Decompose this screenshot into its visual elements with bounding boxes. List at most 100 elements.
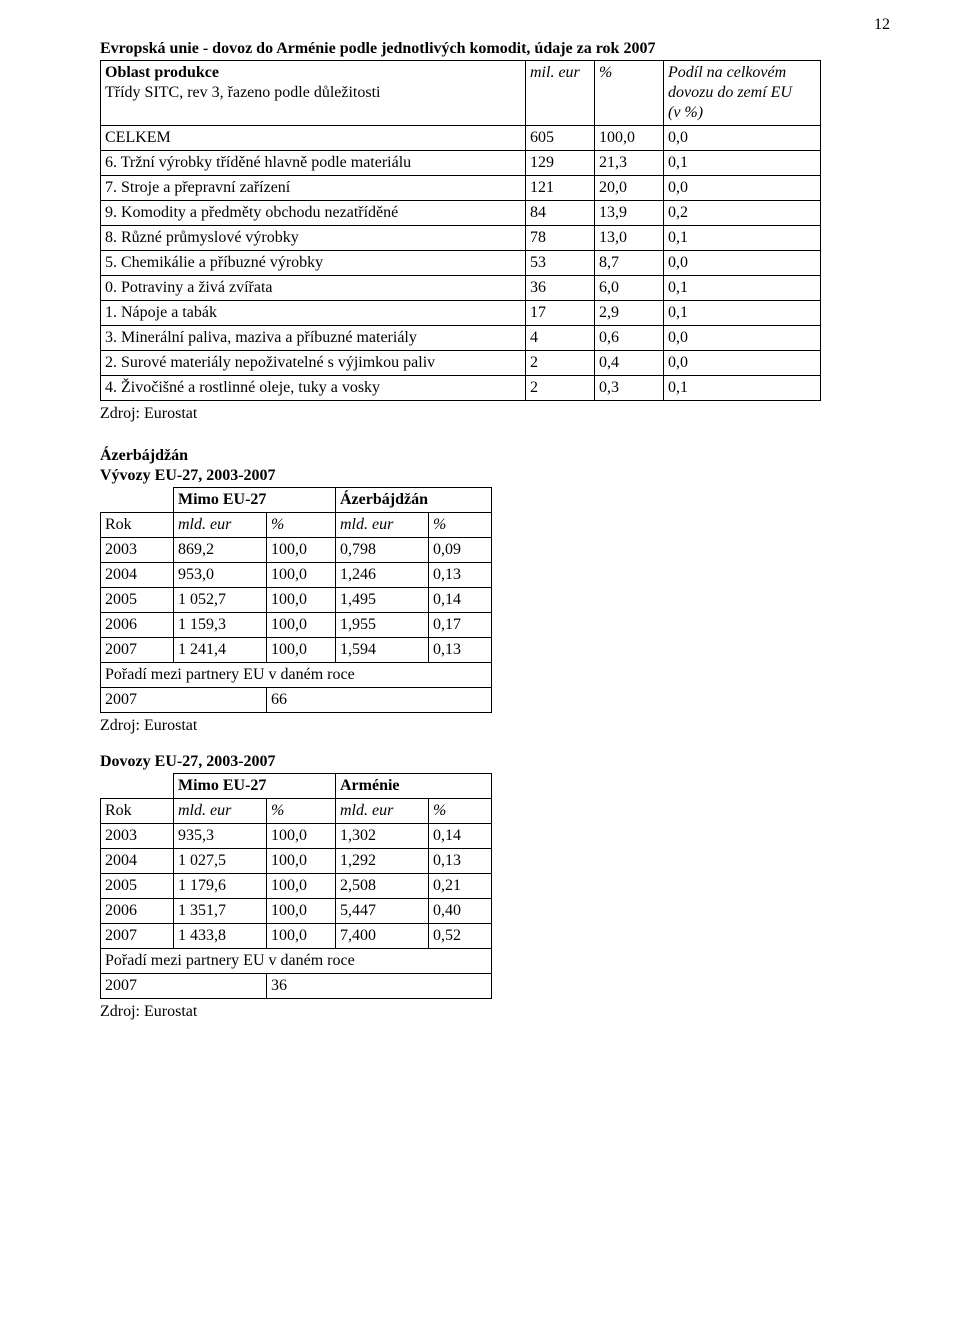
- table3-group-header: Mimo EU-27 Arménie: [101, 774, 492, 799]
- cell-value: 8,7: [595, 251, 664, 276]
- cell-value: 0,0: [664, 176, 821, 201]
- table2-rank-value-row: 2007 66: [101, 688, 492, 713]
- cell-value: 13,0: [595, 226, 664, 251]
- table3-rank-value: 36: [267, 974, 492, 999]
- cell-label: 7. Stroje a přepravní zařízení: [101, 176, 526, 201]
- cell-value: 21,3: [595, 151, 664, 176]
- table1-header-col0-line1: Oblast produkce: [105, 64, 219, 81]
- cell-value: 1,495: [336, 588, 429, 613]
- table1-header-col2: %: [595, 61, 664, 126]
- cell-value: 0,13: [429, 849, 492, 874]
- table1-header-col3: Podíl na celkovém dovozu do zemí EU (v %…: [664, 61, 821, 126]
- table3-unit4: %: [429, 799, 492, 824]
- cell-value: 129: [526, 151, 595, 176]
- table2-unit-header: Rok mld. eur % mld. eur %: [101, 513, 492, 538]
- table-row: 20041 027,5100,01,2920,13: [101, 849, 492, 874]
- cell-value: 2,9: [595, 301, 664, 326]
- cell-value: 1 159,3: [174, 613, 267, 638]
- cell-value: 1 027,5: [174, 849, 267, 874]
- table-row: 2003935,3100,01,3020,14: [101, 824, 492, 849]
- table-row: 7. Stroje a přepravní zařízení12120,00,0: [101, 176, 821, 201]
- table-row: 0. Potraviny a živá zvířata366,00,1: [101, 276, 821, 301]
- cell-value: 0,4: [595, 351, 664, 376]
- table2-unit3: mld. eur: [336, 513, 429, 538]
- cell-label: 3. Minerální paliva, maziva a příbuzné m…: [101, 326, 526, 351]
- cell-value: 0,21: [429, 874, 492, 899]
- table-row: 6. Tržní výrobky tříděné hlavně podle ma…: [101, 151, 821, 176]
- table1-header-col1: mil. eur: [526, 61, 595, 126]
- cell-year: 2005: [101, 874, 174, 899]
- cell-year: 2006: [101, 613, 174, 638]
- table2-rank-value: 66: [267, 688, 492, 713]
- table-row: 2. Surové materiály nepoživatelné s výji…: [101, 351, 821, 376]
- cell-value: 0,2: [664, 201, 821, 226]
- table2-unit4: %: [429, 513, 492, 538]
- cell-value: 100,0: [267, 563, 336, 588]
- table3-unit-header: Rok mld. eur % mld. eur %: [101, 799, 492, 824]
- cell-value: 84: [526, 201, 595, 226]
- cell-year: 2004: [101, 563, 174, 588]
- cell-value: 869,2: [174, 538, 267, 563]
- cell-value: 78: [526, 226, 595, 251]
- table1-header-row: Oblast produkce Třídy SITC, rev 3, řazen…: [101, 61, 821, 126]
- table3-group1: Mimo EU-27: [174, 774, 336, 799]
- table3-rank-label: Pořadí mezi partnery EU v daném roce: [101, 949, 492, 974]
- table2-rank-label: Pořadí mezi partnery EU v daném roce: [101, 663, 492, 688]
- cell-label: 5. Chemikálie a příbuzné výrobky: [101, 251, 526, 276]
- table2-row-label: Rok: [101, 513, 174, 538]
- table3-unit2: %: [267, 799, 336, 824]
- cell-value: 605: [526, 126, 595, 151]
- cell-value: 1 052,7: [174, 588, 267, 613]
- cell-value: 953,0: [174, 563, 267, 588]
- cell-value: 6,0: [595, 276, 664, 301]
- section2-subheading: Vývozy EU-27, 2003-2007: [100, 467, 890, 485]
- table-row: 20071 241,4100,01,5940,13: [101, 638, 492, 663]
- cell-year: 2003: [101, 824, 174, 849]
- cell-value: 100,0: [267, 874, 336, 899]
- table2-unit2: %: [267, 513, 336, 538]
- table2-group-header: Mimo EU-27 Ázerbájdžán: [101, 488, 492, 513]
- section2-heading: Ázerbájdžán: [100, 447, 890, 465]
- cell-value: 0,1: [664, 276, 821, 301]
- cell-year: 2003: [101, 538, 174, 563]
- table-row: 9. Komodity a předměty obchodu nezatřídě…: [101, 201, 821, 226]
- table1: Oblast produkce Třídy SITC, rev 3, řazen…: [100, 60, 821, 401]
- cell-value: 1 433,8: [174, 924, 267, 949]
- cell-value: 0,52: [429, 924, 492, 949]
- cell-value: 0,0: [664, 326, 821, 351]
- table-row: 2003869,2100,00,7980,09: [101, 538, 492, 563]
- table-row: CELKEM605100,00,0: [101, 126, 821, 151]
- cell-value: 4: [526, 326, 595, 351]
- cell-label: 0. Potraviny a živá zvířata: [101, 276, 526, 301]
- table-row: 20051 052,7100,01,4950,14: [101, 588, 492, 613]
- table2: Mimo EU-27 Ázerbájdžán Rok mld. eur % ml…: [100, 487, 492, 713]
- table3-rank-label-row: Pořadí mezi partnery EU v daném roce: [101, 949, 492, 974]
- cell-year: 2004: [101, 849, 174, 874]
- table1-source: Zdroj: Eurostat: [100, 405, 890, 423]
- table2-source: Zdroj: Eurostat: [100, 717, 890, 735]
- cell-value: 121: [526, 176, 595, 201]
- cell-label: 6. Tržní výrobky tříděné hlavně podle ma…: [101, 151, 526, 176]
- cell-value: 1,292: [336, 849, 429, 874]
- cell-value: 0,40: [429, 899, 492, 924]
- table-row: 1. Nápoje a tabák172,90,1: [101, 301, 821, 326]
- cell-value: 100,0: [267, 849, 336, 874]
- cell-value: 1 179,6: [174, 874, 267, 899]
- cell-value: 5,447: [336, 899, 429, 924]
- table1-title: Evropská unie - dovoz do Arménie podle j…: [100, 40, 890, 58]
- table-row: 4. Živočišné a rostlinné oleje, tuky a v…: [101, 376, 821, 401]
- cell-value: 0,798: [336, 538, 429, 563]
- cell-value: 13,9: [595, 201, 664, 226]
- cell-label: 1. Nápoje a tabák: [101, 301, 526, 326]
- cell-value: 0,1: [664, 226, 821, 251]
- table1-header-col0: Oblast produkce Třídy SITC, rev 3, řazen…: [101, 61, 526, 126]
- cell-value: 0,14: [429, 824, 492, 849]
- cell-value: 0,1: [664, 151, 821, 176]
- table-row: 3. Minerální paliva, maziva a příbuzné m…: [101, 326, 821, 351]
- section3-subheading: Dovozy EU-27, 2003-2007: [100, 753, 890, 771]
- cell-value: 100,0: [267, 899, 336, 924]
- cell-label: 8. Různé průmyslové výrobky: [101, 226, 526, 251]
- cell-value: 1,594: [336, 638, 429, 663]
- cell-year: 2007: [101, 924, 174, 949]
- cell-value: 0,14: [429, 588, 492, 613]
